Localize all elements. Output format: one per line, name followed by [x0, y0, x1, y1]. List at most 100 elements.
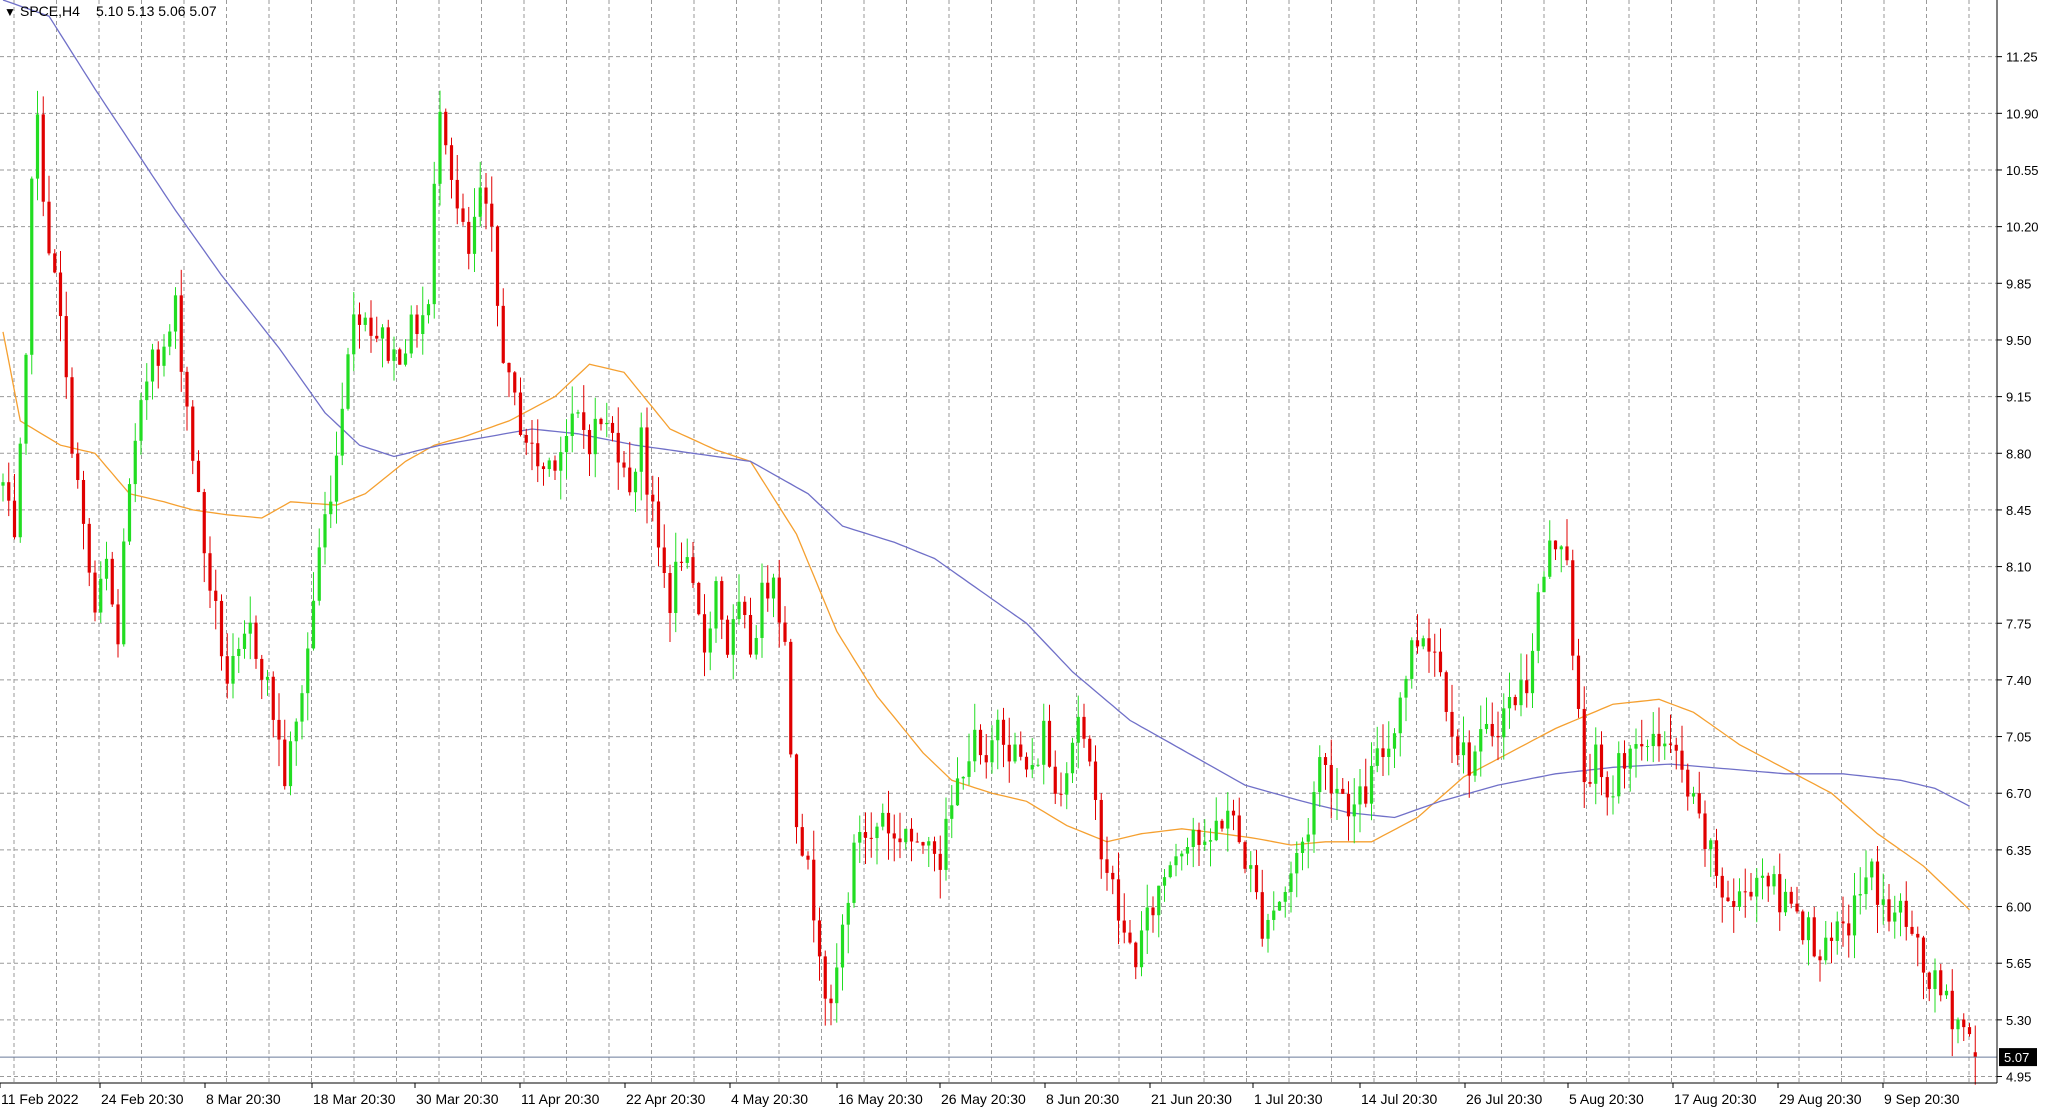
candle[interactable] — [1893, 895, 1897, 939]
candle[interactable] — [277, 693, 281, 767]
candle[interactable] — [829, 984, 833, 1026]
candle[interactable] — [145, 363, 149, 420]
candle[interactable] — [1410, 637, 1414, 689]
candle[interactable] — [375, 316, 379, 343]
candle[interactable] — [283, 719, 287, 790]
candle[interactable] — [168, 324, 172, 356]
candle[interactable] — [329, 475, 333, 529]
candle[interactable] — [1381, 724, 1385, 777]
candle[interactable] — [1369, 742, 1374, 821]
candle[interactable] — [518, 377, 523, 437]
candle[interactable] — [656, 477, 661, 567]
candle[interactable] — [892, 814, 896, 862]
candle[interactable] — [104, 541, 109, 591]
candle[interactable] — [1151, 896, 1155, 933]
candle[interactable] — [1191, 817, 1195, 868]
candle[interactable] — [1312, 781, 1316, 853]
candle[interactable] — [1277, 901, 1282, 911]
candle[interactable] — [1, 473, 5, 502]
candle[interactable] — [783, 606, 787, 646]
candle[interactable] — [87, 518, 91, 587]
candle[interactable] — [748, 597, 753, 658]
candle[interactable] — [449, 137, 454, 199]
candle[interactable] — [708, 611, 712, 671]
candle[interactable] — [1254, 850, 1259, 900]
candle[interactable] — [380, 324, 385, 368]
candle[interactable] — [472, 188, 477, 272]
candle[interactable] — [840, 914, 845, 991]
candle[interactable] — [461, 193, 465, 226]
candle[interactable] — [817, 907, 822, 981]
candle[interactable] — [645, 407, 649, 524]
candle[interactable] — [1622, 740, 1627, 789]
candle[interactable] — [915, 832, 919, 843]
candle[interactable] — [409, 305, 413, 358]
candle[interactable] — [1479, 705, 1483, 777]
candle[interactable] — [1484, 697, 1489, 734]
candle[interactable] — [1668, 714, 1673, 754]
candle[interactable] — [1548, 520, 1552, 579]
candle[interactable] — [1030, 738, 1034, 779]
candle[interactable] — [478, 161, 482, 227]
candle[interactable] — [1421, 635, 1425, 650]
candle[interactable] — [1105, 836, 1109, 891]
candle[interactable] — [24, 353, 28, 455]
candle[interactable] — [507, 362, 511, 398]
candle[interactable] — [754, 625, 758, 660]
candle[interactable] — [1553, 540, 1558, 560]
candle[interactable] — [973, 703, 977, 773]
candle[interactable] — [1726, 880, 1730, 902]
candle[interactable] — [202, 488, 206, 583]
candle[interactable] — [311, 572, 316, 651]
candle[interactable] — [386, 319, 390, 364]
candle[interactable] — [1220, 818, 1224, 832]
candle[interactable] — [1916, 926, 1920, 967]
candle[interactable] — [1634, 728, 1638, 778]
candle[interactable] — [1714, 828, 1719, 888]
candle[interactable] — [1053, 750, 1057, 805]
candle[interactable] — [1852, 872, 1857, 959]
candle[interactable] — [570, 386, 574, 453]
candle[interactable] — [1456, 729, 1460, 766]
candle[interactable] — [823, 950, 827, 1026]
candle[interactable] — [156, 341, 160, 389]
candle[interactable] — [300, 685, 304, 740]
candle[interactable] — [196, 450, 201, 493]
candle[interactable] — [1295, 841, 1299, 898]
candle[interactable] — [1283, 886, 1287, 918]
candle[interactable] — [536, 419, 540, 483]
candle[interactable] — [1335, 768, 1339, 821]
candle[interactable] — [628, 441, 632, 496]
candle[interactable] — [651, 475, 655, 522]
candle[interactable] — [392, 336, 396, 381]
candle[interactable] — [1243, 840, 1247, 874]
candle[interactable] — [1783, 878, 1788, 916]
candle[interactable] — [1875, 846, 1880, 934]
candle[interactable] — [12, 474, 17, 540]
candle[interactable] — [421, 286, 425, 355]
candle[interactable] — [1691, 786, 1696, 804]
candle[interactable] — [58, 250, 63, 342]
candle[interactable] — [904, 828, 908, 850]
candle[interactable] — [415, 305, 419, 348]
candle[interactable] — [467, 206, 471, 270]
candle[interactable] — [524, 428, 528, 456]
candle[interactable] — [231, 633, 235, 699]
candle[interactable] — [1174, 843, 1178, 877]
candle[interactable] — [996, 709, 1000, 770]
candle[interactable] — [1594, 727, 1598, 805]
candle[interactable] — [1450, 684, 1454, 764]
candle[interactable] — [898, 812, 902, 859]
candle[interactable] — [1582, 686, 1586, 808]
candle[interactable] — [1007, 717, 1011, 783]
candle[interactable] — [1433, 633, 1437, 677]
candle[interactable] — [1640, 719, 1644, 761]
candle[interactable] — [1743, 868, 1747, 918]
candle[interactable] — [1329, 739, 1333, 819]
candle[interactable] — [927, 836, 931, 868]
candle[interactable] — [1013, 732, 1017, 764]
candle[interactable] — [1818, 949, 1822, 982]
candle[interactable] — [1789, 886, 1793, 909]
candle[interactable] — [1674, 737, 1678, 770]
candle[interactable] — [1778, 853, 1782, 931]
